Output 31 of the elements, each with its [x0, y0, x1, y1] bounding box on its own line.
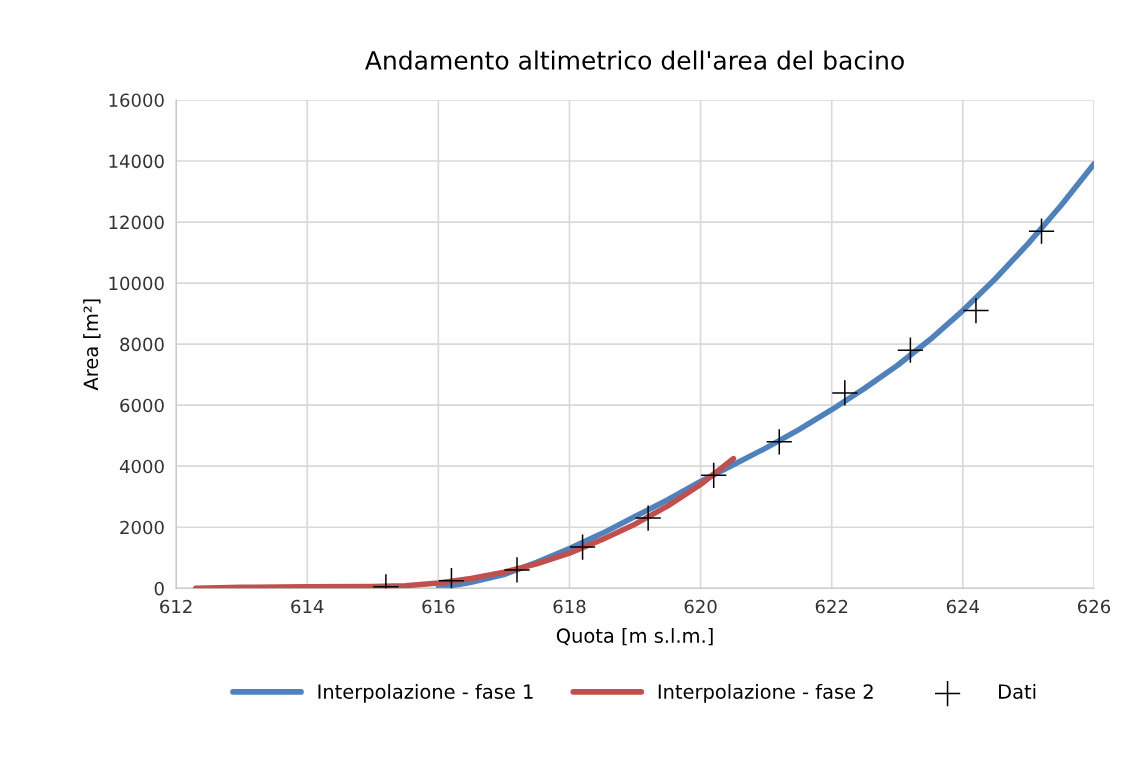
chart-title: Andamento altimetrico dell'area del bacino	[365, 50, 904, 70]
x-tick-label: 616	[422, 599, 455, 614]
x-tick-label: 614	[291, 599, 324, 614]
legend-label: Dati	[999, 683, 1036, 699]
point	[897, 337, 924, 363]
y-tick-label: 12000	[109, 215, 164, 230]
x-tick-label: 612	[160, 599, 192, 614]
point	[635, 505, 661, 531]
x-tick-label: 618	[553, 599, 586, 614]
legend-label: Interpolazione - fase 2	[658, 683, 873, 703]
y-tick-label: 6000	[120, 398, 164, 413]
point	[766, 429, 792, 455]
y-tick-label: 10000	[109, 276, 164, 291]
point	[963, 297, 989, 324]
y-tick-label: 8000	[120, 337, 164, 352]
point	[832, 380, 858, 406]
y-tick-label: 0	[154, 581, 164, 596]
y-tick-label: 2000	[120, 520, 164, 535]
y-tick-label: 4000	[119, 459, 164, 474]
point	[569, 534, 596, 560]
x-tick-label: 622	[815, 599, 848, 614]
point	[504, 557, 530, 583]
y-axis-title: Area [m²]	[83, 299, 101, 391]
x-tick-label: 624	[946, 599, 980, 614]
x-axis-title: Quota [m s.l.m.]	[556, 627, 713, 646]
point	[1028, 218, 1055, 244]
legend-label: Interpolazione - fase 1	[318, 683, 533, 703]
x-tick-label: 620	[684, 599, 717, 614]
y-tick-label: 14000	[109, 154, 164, 169]
y-tick-label: 16000	[109, 93, 164, 108]
x-tick-label: 626	[1078, 599, 1111, 614]
